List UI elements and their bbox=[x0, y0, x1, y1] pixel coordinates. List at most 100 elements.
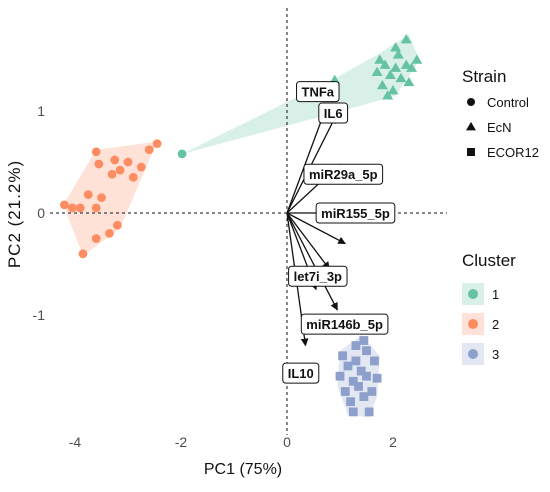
point-cluster-1 bbox=[403, 76, 415, 87]
point-cluster-3 bbox=[340, 387, 350, 396]
loading-label-IL6: IL6 bbox=[318, 102, 349, 124]
point-cluster-3 bbox=[367, 387, 377, 396]
point-cluster-1 bbox=[400, 59, 412, 69]
point-cluster-2 bbox=[113, 220, 122, 230]
loading-label-miR146b_5p: miR146b_5p bbox=[300, 313, 389, 335]
x-tick-label: 2 bbox=[389, 434, 397, 450]
legend-cluster-key-dot bbox=[468, 319, 478, 329]
point-cluster-2 bbox=[60, 200, 69, 210]
point-cluster-2 bbox=[78, 249, 88, 259]
legend-strain-item: ECOR12 bbox=[487, 145, 539, 160]
legend-cluster-item: 3 bbox=[492, 347, 499, 362]
point-cluster-3 bbox=[348, 376, 358, 386]
point-cluster-1 bbox=[382, 90, 394, 100]
loading-label-box bbox=[315, 202, 396, 224]
point-cluster-3 bbox=[351, 341, 361, 350]
legend-shape-square bbox=[467, 148, 475, 156]
point-cluster-3 bbox=[370, 356, 379, 366]
x-tick-label: 0 bbox=[283, 434, 291, 450]
loading-arrow-unlabeled-7 bbox=[286, 212, 346, 245]
loading-label-miR29a_5p: miR29a_5p bbox=[303, 163, 384, 185]
loading-arrow-miR146b_5p bbox=[286, 212, 338, 311]
point-cluster-1 bbox=[390, 42, 402, 52]
point-cluster-3 bbox=[372, 373, 382, 383]
loading-label-TNFa: TNFa bbox=[296, 81, 340, 103]
point-cluster-3 bbox=[346, 397, 355, 407]
legend-strain-title: Strain bbox=[462, 67, 506, 86]
point-cluster-3 bbox=[354, 382, 363, 391]
loading-label-text: let7i_3p bbox=[294, 269, 342, 284]
point-cluster-1 bbox=[392, 49, 404, 59]
point-cluster-1 bbox=[400, 33, 412, 44]
point-cluster-3 bbox=[362, 371, 371, 381]
point-cluster-1 bbox=[374, 54, 386, 64]
point-cluster-2 bbox=[110, 155, 120, 165]
x-axis-label: PC1 (75%) bbox=[204, 461, 282, 478]
point-cluster-2 bbox=[91, 147, 101, 157]
loading-label-box bbox=[318, 102, 349, 124]
point-cluster-1 bbox=[387, 84, 399, 95]
hull-cluster-1 bbox=[182, 34, 420, 154]
x-tick-label: -4 bbox=[69, 434, 82, 450]
legend-strain-item: Control bbox=[487, 95, 529, 110]
loading-label-text: TNFa bbox=[302, 85, 335, 100]
point-cluster-2 bbox=[83, 190, 93, 200]
point-cluster-3 bbox=[359, 336, 369, 345]
hull-cluster-2 bbox=[63, 141, 158, 256]
point-cluster-1 bbox=[395, 72, 407, 83]
loading-arrow-TNFa bbox=[286, 105, 328, 214]
loading-label-let7i_3p: let7i_3p bbox=[288, 265, 348, 287]
point-cluster-2 bbox=[67, 203, 77, 213]
point-cluster-2 bbox=[128, 172, 138, 182]
point-cluster-1 bbox=[384, 69, 396, 80]
axis-ticks: -4 -2 0 2 -1 0 1 bbox=[33, 103, 398, 450]
point-cluster-2 bbox=[136, 162, 146, 172]
point-cluster-2 bbox=[91, 234, 101, 243]
point-cluster-3 bbox=[359, 392, 369, 401]
point-cluster-1 bbox=[411, 54, 423, 64]
point-cluster-3 bbox=[362, 346, 371, 356]
point-cluster-3 bbox=[343, 361, 353, 371]
loading-label-box bbox=[300, 313, 389, 335]
legend-cluster-item: 2 bbox=[492, 317, 499, 332]
y-tick-label: 0 bbox=[37, 205, 45, 221]
loading-labels: TNFa IL6 miR29a_5p miR155_5p let7i_3p miR146b… bbox=[282, 81, 396, 384]
loading-label-box bbox=[296, 81, 340, 103]
point-cluster-2 bbox=[75, 203, 85, 213]
x-tick-label: -2 bbox=[175, 434, 188, 450]
point-cluster-1 bbox=[379, 59, 391, 69]
point-cluster-3 bbox=[356, 366, 366, 376]
point-cluster-2 bbox=[91, 203, 101, 213]
point-cluster-3 bbox=[351, 356, 361, 366]
legend: Strain Control EcN ECOR12 Cluster 1 2 3 bbox=[462, 67, 539, 365]
point-cluster-3 bbox=[338, 351, 348, 361]
legend-strain-item: EcN bbox=[487, 120, 512, 135]
point-cluster-1 bbox=[371, 66, 383, 76]
y-tick-label: -1 bbox=[33, 307, 46, 323]
loading-label-text: IL6 bbox=[324, 106, 343, 121]
loading-arrow-let7i_3p bbox=[286, 212, 330, 270]
y-axis-label: PC2 (21.2%) bbox=[5, 160, 24, 268]
point-cluster-3 bbox=[335, 371, 345, 381]
point-cluster-3 bbox=[364, 407, 374, 417]
legend-cluster-item: 1 bbox=[492, 287, 499, 302]
point-cluster-1 bbox=[376, 79, 388, 90]
legend-shape-circle bbox=[467, 98, 475, 106]
legend-cluster-key-dot bbox=[468, 349, 478, 359]
legend-cluster-key-dot bbox=[468, 289, 478, 299]
loading-label-miR155_5p: miR155_5p bbox=[315, 202, 396, 224]
legend-cluster-title: Cluster bbox=[462, 251, 516, 270]
loading-label-text: IL10 bbox=[288, 366, 314, 381]
point-cluster-2 bbox=[97, 193, 106, 203]
cluster-hulls bbox=[63, 34, 420, 417]
loading-label-text: miR29a_5p bbox=[309, 167, 378, 182]
loading-label-text: miR146b_5p bbox=[306, 317, 383, 332]
loading-label-box bbox=[288, 265, 348, 287]
data-points bbox=[60, 33, 423, 417]
loading-label-text: miR155_5p bbox=[321, 206, 390, 221]
point-cluster-2 bbox=[123, 157, 133, 167]
point-cluster-3 bbox=[348, 407, 358, 417]
point-cluster-2 bbox=[115, 165, 125, 175]
point-cluster-1 bbox=[390, 62, 402, 72]
